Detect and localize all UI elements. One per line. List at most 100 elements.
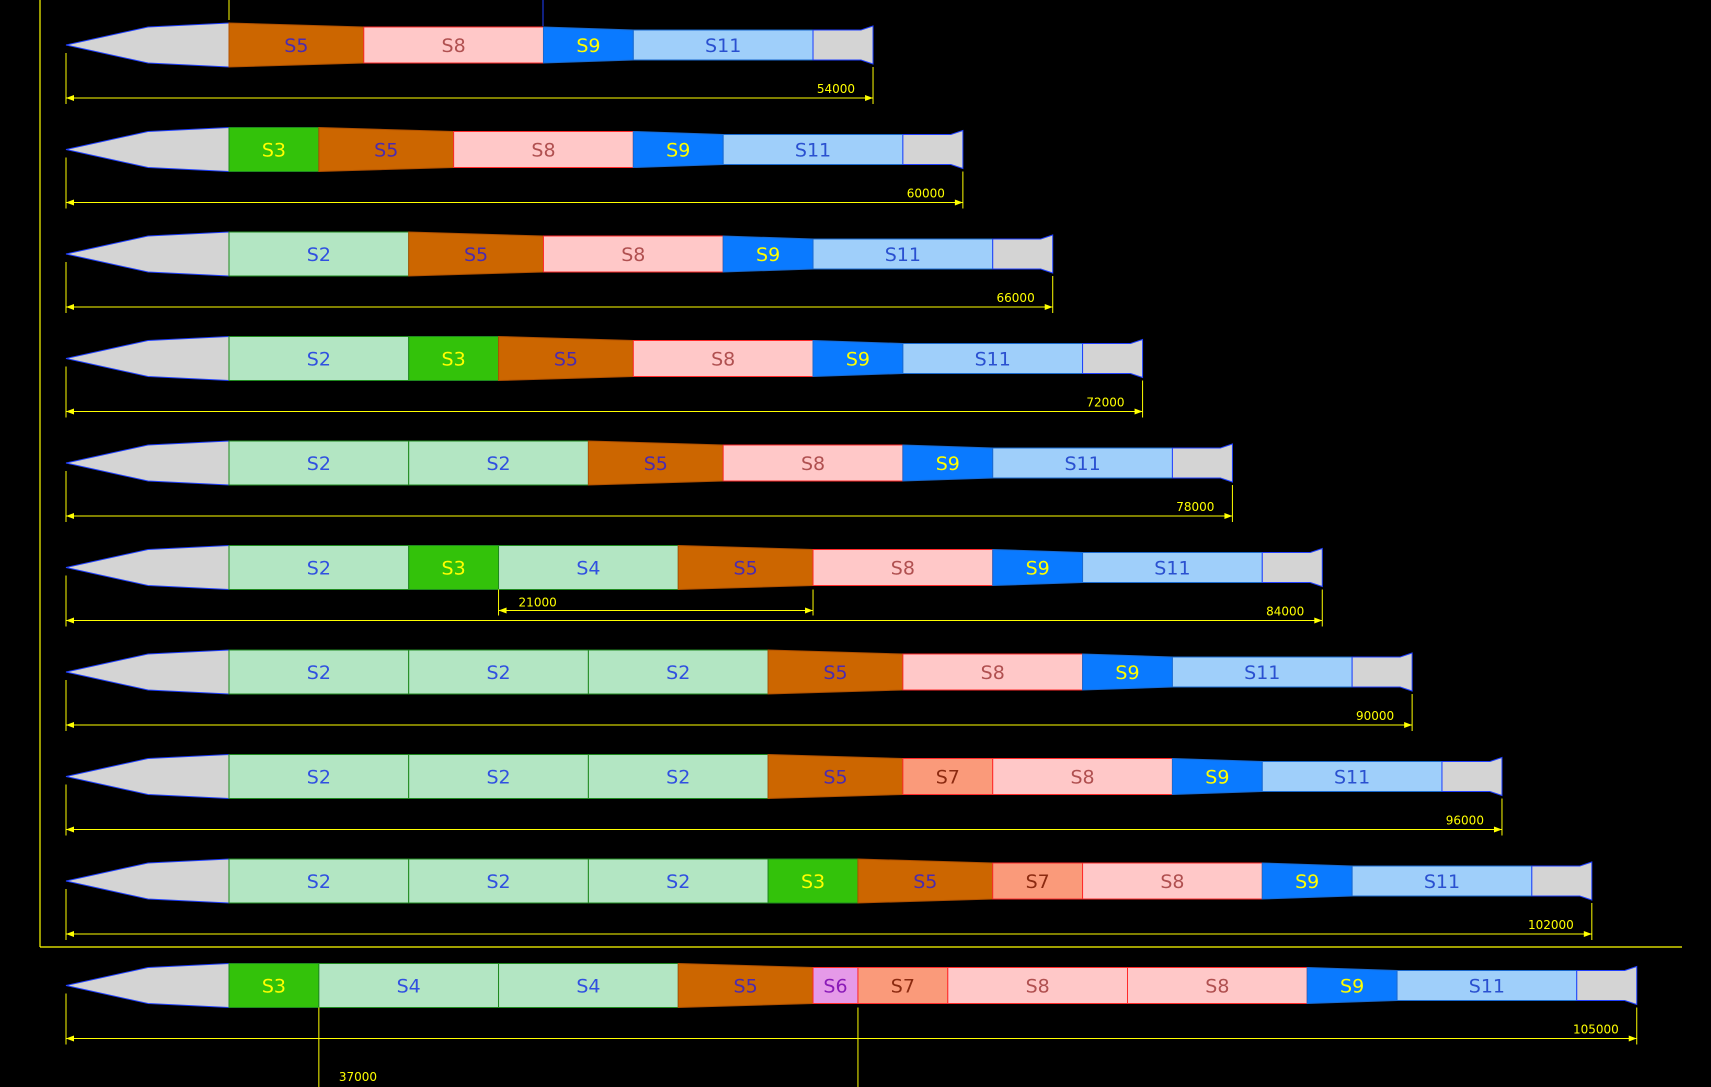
segment-label: S8 [1160, 871, 1184, 893]
segment-label: S5 [374, 140, 398, 162]
rocket-row: S3 S4 S4 S5 S6 S7 S8 S8 S9 S11 105000 37000 [65, 962, 1638, 1087]
dimension-arrow [805, 607, 814, 614]
nozzle [1171, 443, 1233, 483]
dimension-arrow [66, 931, 74, 937]
segment-label: S2 [486, 871, 510, 893]
segment-label: S2 [307, 662, 331, 684]
segment-label: S2 [307, 453, 331, 475]
dimension-arrow [66, 513, 74, 519]
segment-label: S2 [486, 453, 510, 475]
segment-label: S8 [531, 140, 555, 162]
segment-label: S3 [442, 558, 466, 580]
sub-dimension-label: 21000 [519, 596, 557, 610]
rocket-row: S3 S5 S8 S9 S11 60000 [65, 126, 964, 209]
dimension-arrow [66, 408, 74, 415]
nozzle [1082, 338, 1144, 379]
segment-label: S7 [891, 976, 915, 998]
segment-label: S4 [397, 976, 421, 998]
segment-label: S2 [307, 767, 331, 789]
total-length-label: 96000 [1446, 814, 1484, 828]
segment-label: S11 [1469, 976, 1505, 998]
total-length-label: 102000 [1528, 918, 1574, 932]
total-length-label: 105000 [1573, 1023, 1619, 1037]
nose-cone [65, 231, 230, 277]
total-length-label: 72000 [1086, 396, 1124, 410]
dimension-arrow [66, 617, 74, 624]
nozzle [1576, 965, 1638, 1006]
segment-label: S3 [801, 871, 825, 893]
dimension-arrow [865, 95, 874, 101]
segment-label: S8 [442, 35, 466, 57]
segment-label: S5 [734, 976, 758, 998]
segment-label: S5 [554, 349, 578, 371]
dimension-arrow [66, 1035, 74, 1042]
segment-label: S6 [823, 976, 847, 998]
segment-label: S8 [1205, 976, 1229, 998]
rocket-row: S2 S2 S2 S3 S5 S7 S8 S9 S11 102000 [65, 858, 1593, 940]
nose-cone [65, 544, 230, 591]
rocket-row: S2 S3 S5 S8 S9 S11 72000 [65, 335, 1144, 418]
segment-label: S9 [1295, 871, 1319, 893]
segment-label: S11 [975, 349, 1011, 371]
segment-label: S5 [644, 453, 668, 475]
nose-cone [65, 858, 230, 904]
dimension-arrow [1583, 931, 1592, 937]
nozzle [902, 129, 964, 170]
segment-label: S5 [464, 244, 488, 266]
segment-label: S8 [891, 558, 915, 580]
segment-label: S5 [734, 558, 758, 580]
rocket-row: S2 S3 S4 S5 S8 S9 S11 84000 21000 [65, 544, 1323, 627]
segment-label: S2 [307, 349, 331, 371]
segment-label: S8 [981, 662, 1005, 684]
segment-label: S7 [936, 767, 960, 789]
total-length-label: 66000 [997, 291, 1035, 305]
nose-cone [65, 649, 230, 695]
nozzle [1531, 861, 1593, 901]
segment-label: S8 [1070, 767, 1094, 789]
segment-label: S2 [486, 662, 510, 684]
segment-label: S8 [1026, 976, 1050, 998]
segment-label: S9 [576, 35, 600, 57]
dimension-arrow [1314, 617, 1323, 624]
dimension-arrow [66, 304, 74, 310]
segment-label: S9 [756, 244, 780, 266]
total-length-label: 84000 [1266, 605, 1304, 619]
rocket-row: S2 S2 S2 S5 S7 S8 S9 S11 96000 [65, 753, 1503, 836]
segment-label: S9 [1340, 976, 1364, 998]
nozzle [812, 25, 874, 65]
segment-label: S11 [1424, 871, 1460, 893]
nozzle [1351, 652, 1413, 692]
segment-label: S11 [795, 140, 831, 162]
segment-label: S9 [846, 349, 870, 371]
rocket-configurations: S5 S8 S9 S11 54000 S3 S5 S8 S9 S11 60000 S2 S5 S8 S9 S1… [65, 22, 1638, 1087]
total-length-label: 54000 [817, 82, 855, 96]
segment-label: S3 [262, 976, 286, 998]
segment-label: S11 [705, 35, 741, 57]
segment-label: S8 [711, 349, 735, 371]
segment-label: S2 [486, 767, 510, 789]
segment-label: S8 [801, 453, 825, 475]
total-length-label: 60000 [907, 187, 945, 201]
dimension-arrow [1493, 826, 1502, 833]
nose-cone [65, 335, 230, 382]
segment-label: S5 [284, 35, 308, 57]
nose-cone [65, 22, 230, 68]
dimension-arrow [66, 826, 74, 833]
nozzle [1261, 547, 1323, 588]
nose-cone [65, 126, 230, 173]
segment-label: S7 [1026, 871, 1050, 893]
segment-label: S2 [666, 662, 690, 684]
dimension-arrow [954, 199, 963, 206]
rocket-row: S2 S2 S2 S5 S8 S9 S11 90000 [65, 649, 1413, 731]
rocket-row: S2 S5 S8 S9 S11 66000 [65, 231, 1054, 313]
nose-cone [65, 440, 230, 486]
segment-label: S9 [666, 140, 690, 162]
dimension-arrow [1224, 513, 1233, 519]
nose-cone [65, 962, 230, 1009]
dimension-arrow [1628, 1035, 1637, 1042]
dimension-arrow [1134, 408, 1143, 415]
segment-label: S9 [936, 453, 960, 475]
nozzle [992, 234, 1054, 274]
nose-cone [65, 753, 230, 800]
total-length-label: 78000 [1176, 500, 1214, 514]
